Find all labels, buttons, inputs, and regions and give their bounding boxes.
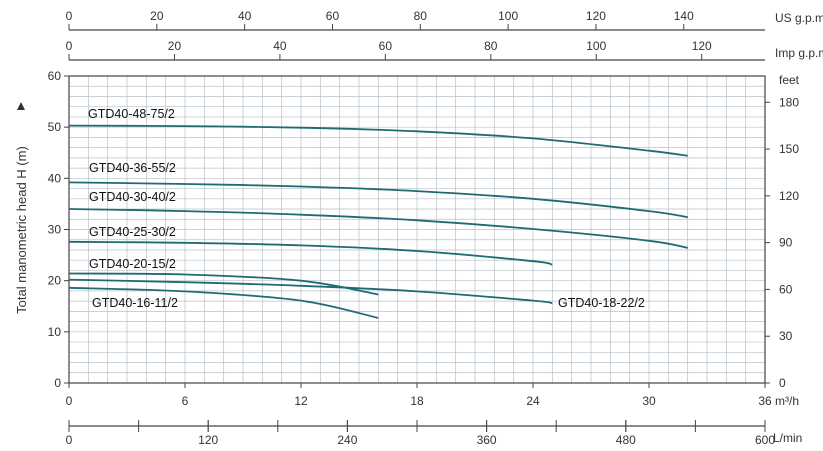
us-gpm-axis-label: US g.p.m <box>775 11 823 25</box>
imp-gpm-tick-label: 0 <box>66 39 73 53</box>
series-label-gtd40-25-30-2: GTD40-25-30/2 <box>89 225 176 239</box>
series-label-gtd40-16-11-2: GTD40-16-11/2 <box>92 296 178 310</box>
us-gpm-tick-label: 60 <box>326 9 340 23</box>
us-gpm-tick-label: 100 <box>498 9 518 23</box>
curve-gtd40-36-55-2 <box>68 181 688 219</box>
y-tick-label: 30 <box>48 223 62 237</box>
series-labels: GTD40-48-75/2 GTD40-36-55/2 GTD40-30-40/2 G… <box>88 107 645 310</box>
lmin-axis-label: L/min <box>773 431 802 445</box>
lmin-tick-label: 480 <box>616 433 636 447</box>
x-axis-unit-label: m³/h <box>775 394 799 408</box>
feet-tick-label: 120 <box>779 189 799 203</box>
x-tick-label: 6 <box>182 394 189 408</box>
us-gpm-tick-label: 140 <box>674 9 694 23</box>
feet-tick-label: 180 <box>779 95 799 109</box>
imp-gpm-tick-label: 120 <box>692 39 712 53</box>
feet-tick-label: 30 <box>779 329 793 343</box>
imp-gpm-tick-label: 40 <box>273 39 287 53</box>
x-tick-label: 12 <box>294 394 308 408</box>
imp-gpm-tick-label: 100 <box>586 39 606 53</box>
x-tick-label: 18 <box>410 394 424 408</box>
us-gpm-tick-label: 0 <box>66 9 73 23</box>
curve-gtd40-18-22-2 <box>68 278 553 305</box>
imp-gpm-tick-label: 20 <box>168 39 182 53</box>
lmin-tick-label: 360 <box>477 433 497 447</box>
series-label-gtd40-20-15-2: GTD40-20-15/2 <box>89 257 176 271</box>
series-label-gtd40-36-55-2: GTD40-36-55/2 <box>89 161 176 175</box>
imp-gpm-tick-label: 60 <box>379 39 393 53</box>
y-axis-arrow-icon <box>17 102 25 110</box>
feet-tick-label: 60 <box>779 282 793 296</box>
feet-tick-label: 150 <box>779 142 799 156</box>
series-label-gtd40-48-75-2: GTD40-48-75/2 <box>88 107 175 121</box>
imp-gpm-tick-label: 80 <box>484 39 498 53</box>
y-axis-label: Total manometric head H (m) <box>14 146 29 314</box>
curve-gtd40-16-11-2 <box>68 286 379 319</box>
series-label-gtd40-18-22-2: GTD40-18-22/2 <box>558 296 645 310</box>
axes <box>64 24 770 432</box>
curve-gtd40-48-75-2 <box>68 124 688 157</box>
lmin-tick-label: 600 <box>755 433 775 447</box>
feet-axis-label: feet <box>779 73 800 87</box>
y-tick-label: 20 <box>48 274 62 288</box>
us-gpm-tick-label: 80 <box>414 9 428 23</box>
us-gpm-tick-label: 20 <box>150 9 164 23</box>
series-lines <box>68 124 688 319</box>
curve-gtd40-25-30-2 <box>68 240 553 266</box>
feet-tick-label: 90 <box>779 236 793 250</box>
us-gpm-tick-label: 40 <box>238 9 252 23</box>
x-tick-label: 30 <box>642 394 656 408</box>
y-tick-label: 50 <box>48 120 62 134</box>
y-tick-label: 60 <box>48 69 62 83</box>
lmin-tick-label: 120 <box>198 433 218 447</box>
lmin-tick-label: 0 <box>66 433 73 447</box>
series-label-gtd40-30-40-2: GTD40-30-40/2 <box>89 190 176 204</box>
y-tick-label: 0 <box>54 376 61 390</box>
x-tick-label: 0 <box>66 394 73 408</box>
x-tick-label: 36 <box>758 394 772 408</box>
lmin-tick-label: 240 <box>337 433 357 447</box>
us-gpm-tick-label: 120 <box>586 9 606 23</box>
imp-gpm-axis-label: Imp g.p.m <box>775 46 823 60</box>
curve-gtd40-30-40-2 <box>68 208 688 249</box>
y-tick-label: 10 <box>48 325 62 339</box>
x-tick-label: 24 <box>526 394 540 408</box>
y-tick-label: 40 <box>48 171 62 185</box>
feet-tick-label: 0 <box>779 376 786 390</box>
